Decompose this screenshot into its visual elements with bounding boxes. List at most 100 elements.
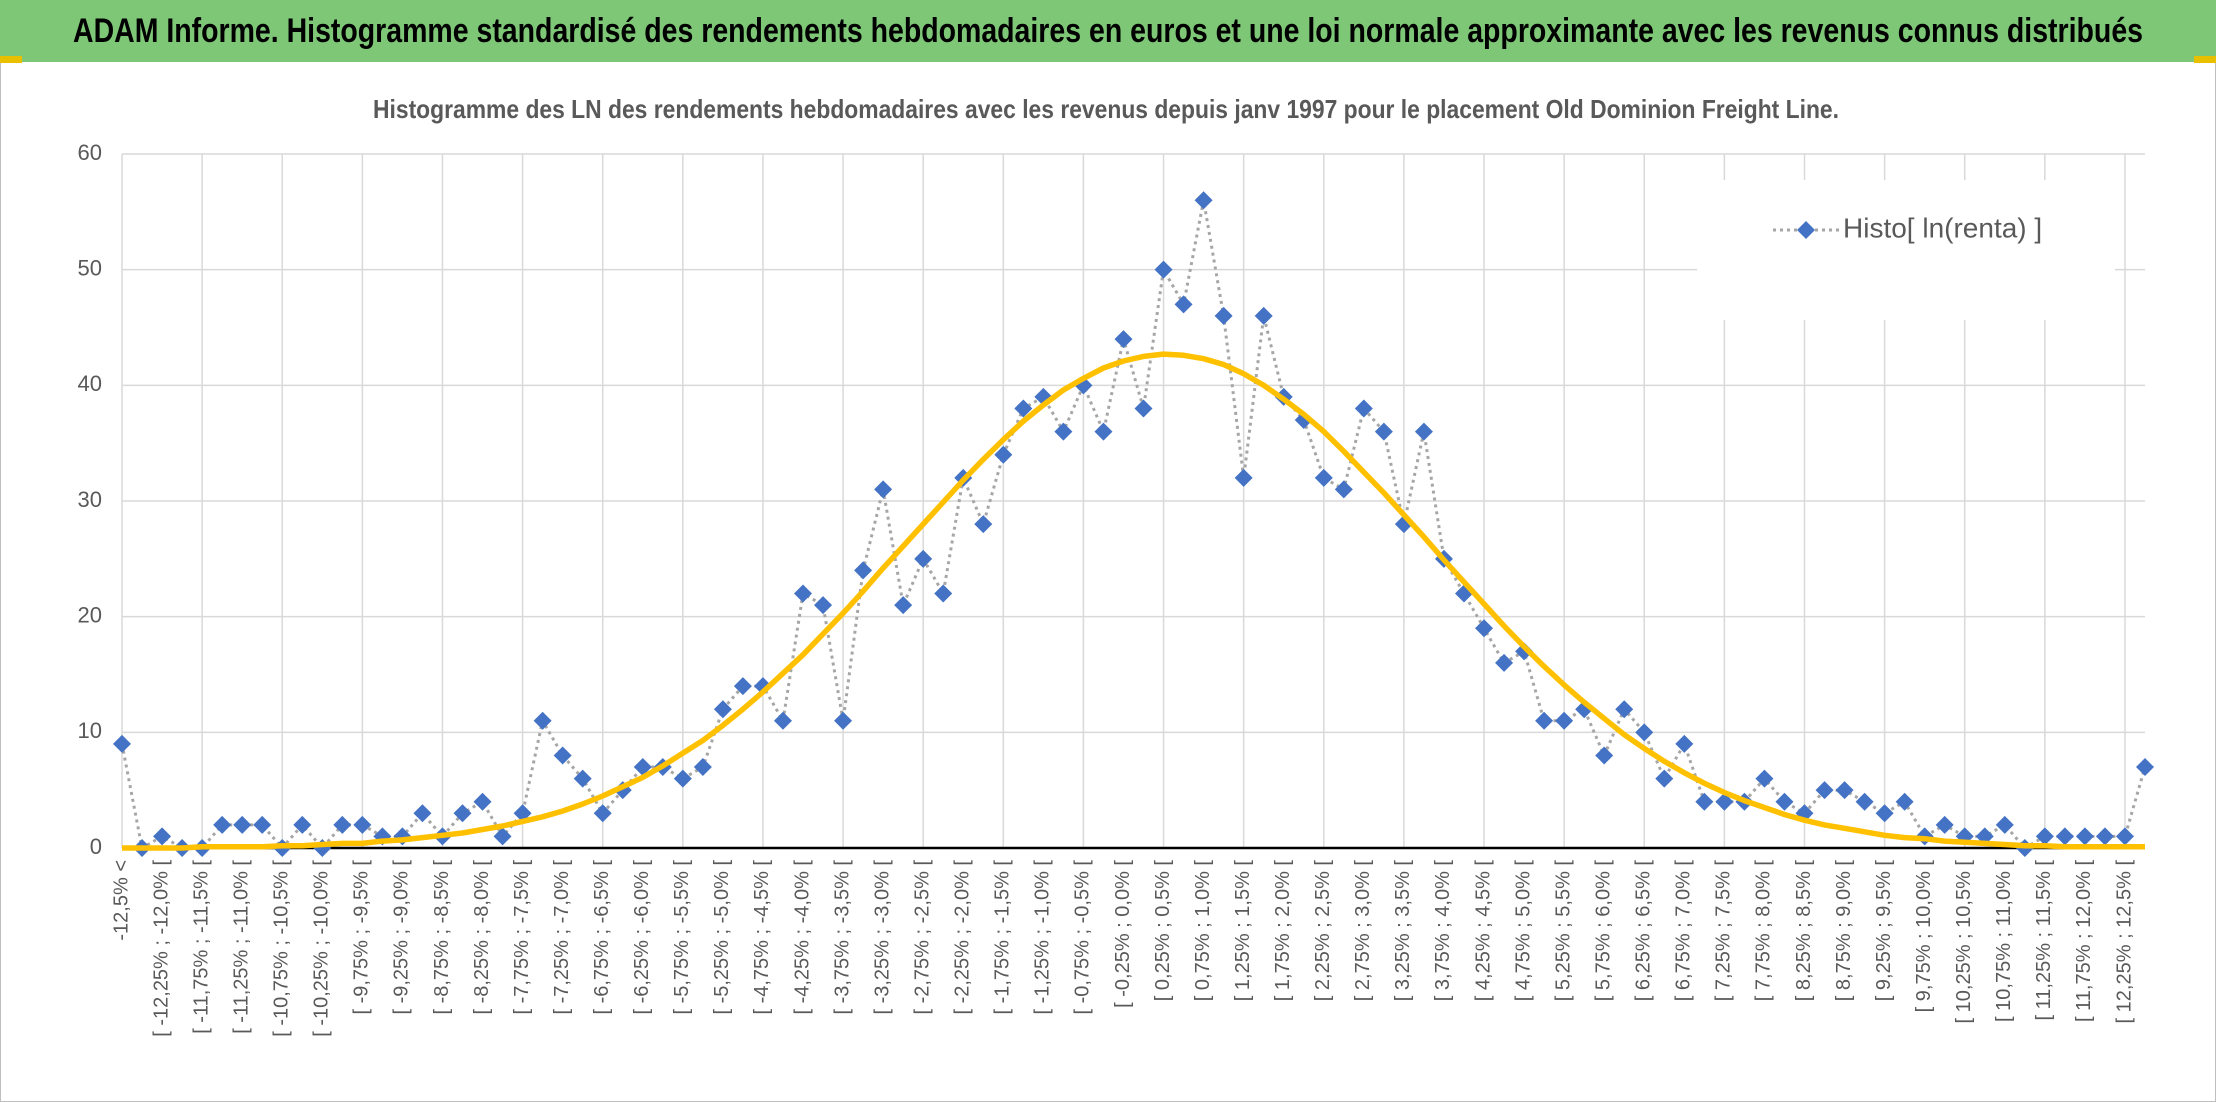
histogram-marker	[1134, 399, 1153, 418]
x-tick-label: [ 11,75% ; 12,0% [	[2073, 860, 2095, 1022]
page-title: ADAM Informe. Histogramme standardisé de…	[73, 12, 2143, 50]
histogram-marker	[553, 746, 572, 765]
histogram-marker	[1555, 711, 1574, 730]
x-tick-label: [ -5,75% ; -5,5% [	[671, 860, 693, 1015]
x-tick-label: [ -6,25% ; -6,0% [	[631, 860, 653, 1015]
x-tick-label: [ 5,25% ; 5,5% [	[1552, 860, 1574, 1002]
histogram-marker	[1314, 468, 1333, 487]
histogram-marker	[1995, 815, 2014, 834]
y-tick-label: 40	[78, 371, 102, 396]
histogram-marker	[1835, 781, 1854, 800]
histogram-marker	[473, 792, 492, 811]
histogram-marker	[1535, 711, 1554, 730]
histogram-marker	[854, 561, 873, 580]
y-tick-label: 0	[90, 834, 102, 859]
histogram-marker	[1875, 804, 1894, 823]
x-tick-label: [ 2,25% ; 2,5% [	[1312, 860, 1334, 1002]
histogram-marker	[333, 815, 352, 834]
x-tick-label: [ -9,25% ; -9,0% [	[391, 860, 413, 1015]
histogram-marker	[874, 480, 893, 499]
x-tick-label: [ -6,75% ; -6,5% [	[591, 860, 613, 1015]
x-tick-label: [ 1,75% ; 2,0% [	[1272, 860, 1294, 1002]
x-tick-label: [ 12,25% ; 12,5% [	[2113, 860, 2135, 1024]
y-tick-label: 60	[78, 140, 102, 165]
legend-box	[1697, 180, 2115, 320]
x-tick-label: [ -10,25% ; -10,0% [	[311, 860, 333, 1037]
x-tick-label: [ -8,25% ; -8,0% [	[471, 860, 493, 1015]
x-tick-label: [ 4,75% ; 5,0% [	[1512, 860, 1534, 1002]
histogram-marker	[894, 596, 913, 615]
y-tick-label: 30	[78, 487, 102, 512]
y-tick-label: 50	[78, 255, 102, 280]
x-tick-label: [ 6,25% ; 6,5% [	[1633, 860, 1655, 1002]
histogram-marker	[1595, 746, 1614, 765]
legend-marker	[1797, 221, 1815, 239]
x-tick-label: [ -1,75% ; -1,5% [	[992, 860, 1014, 1015]
histogram-marker	[934, 584, 953, 603]
histogram-marker	[493, 827, 512, 846]
histogram-marker	[1695, 792, 1714, 811]
histogram-marker	[1014, 399, 1033, 418]
histogram-marker	[293, 815, 312, 834]
x-tick-label: [ 10,75% ; 11,0% [	[1993, 860, 2015, 1022]
histogram-marker	[153, 827, 172, 846]
histogram-marker	[1214, 306, 1233, 325]
y-tick-label: 20	[78, 602, 102, 627]
histogram-marker	[693, 758, 712, 777]
histogram-marker	[453, 804, 472, 823]
x-tick-label: [ 2,75% ; 3,0% [	[1352, 860, 1374, 1002]
histogram-marker	[1515, 642, 1534, 661]
corner-right	[2194, 56, 2216, 63]
x-tick-label: [ -4,75% ; -4,5% [	[751, 860, 773, 1015]
histogram-marker	[1655, 769, 1674, 788]
x-tick-label: [ 6,75% ; 7,0% [	[1673, 860, 1695, 1002]
histogram-marker	[733, 677, 752, 696]
chart-title: Histogramme des LN des rendements hebdom…	[373, 94, 1839, 124]
x-tick-label: [ -1,25% ; -1,0% [	[1032, 860, 1054, 1015]
histogram-marker	[1475, 619, 1494, 638]
x-tick-label: [ -4,25% ; -4,0% [	[791, 860, 813, 1015]
histogram-marker	[2095, 827, 2114, 846]
histogram-marker	[773, 711, 792, 730]
histogram-marker	[213, 815, 232, 834]
histogram-marker	[794, 584, 813, 603]
x-tick-label: [ 9,25% ; 9,5% [	[1873, 860, 1895, 1002]
x-tick-label: [ 7,25% ; 7,5% [	[1713, 860, 1735, 1002]
corner-left	[0, 56, 22, 63]
histogram-marker	[353, 815, 372, 834]
x-tick-label: [ 5,75% ; 6,0% [	[1592, 860, 1614, 1002]
x-tick-label: [ -7,75% ; -7,5% [	[511, 860, 533, 1015]
histogram-marker	[1154, 260, 1173, 279]
histogram-marker	[974, 515, 993, 534]
histogram-marker	[413, 804, 432, 823]
x-tick-label: -12,5% <	[110, 860, 132, 941]
x-tick-label: [ 0,75% ; 1,0% [	[1192, 860, 1214, 1002]
histogram-marker	[2136, 758, 2154, 777]
y-tick-label: 10	[78, 718, 102, 743]
x-tick-label: [ -0,25% ; 0,0% [	[1112, 860, 1134, 1008]
x-tick-label: [ 0,25% ; 0,5% [	[1152, 860, 1174, 1002]
histogram-marker	[814, 596, 833, 615]
plot	[113, 191, 2154, 857]
histogram-marker	[1374, 422, 1393, 441]
x-tick-label: [ -2,75% ; -2,5% [	[911, 860, 933, 1015]
histogram-marker	[1935, 815, 1954, 834]
x-tick-label: [ -12,25% ; -12,0% [	[150, 860, 172, 1037]
histogram-marker	[1895, 792, 1914, 811]
histogram-marker	[1495, 653, 1514, 672]
histogram-marker	[713, 700, 732, 719]
x-tick-label: [ 3,75% ; 4,0% [	[1432, 860, 1454, 1002]
histogram-line	[120, 200, 2147, 851]
axis-labels: 0 10 20 30 40 50 60 -12,5% < [ -12,25% ; -12,0% …	[78, 140, 2136, 1037]
x-tick-label: [ 8,25% ; 8,5% [	[1793, 860, 1815, 1002]
histogram-marker	[633, 758, 652, 777]
histogram-marker	[1334, 480, 1353, 499]
x-tick-label: [ -3,75% ; -3,5% [	[831, 860, 853, 1015]
histogram-marker	[1815, 781, 1834, 800]
histogram-marker	[1354, 399, 1373, 418]
x-tick-label: [ 10,25% ; 10,5% [	[1953, 860, 1975, 1024]
histogram-marker	[914, 549, 933, 568]
histogram-marker	[1234, 468, 1253, 487]
histogram-marker	[994, 445, 1013, 464]
